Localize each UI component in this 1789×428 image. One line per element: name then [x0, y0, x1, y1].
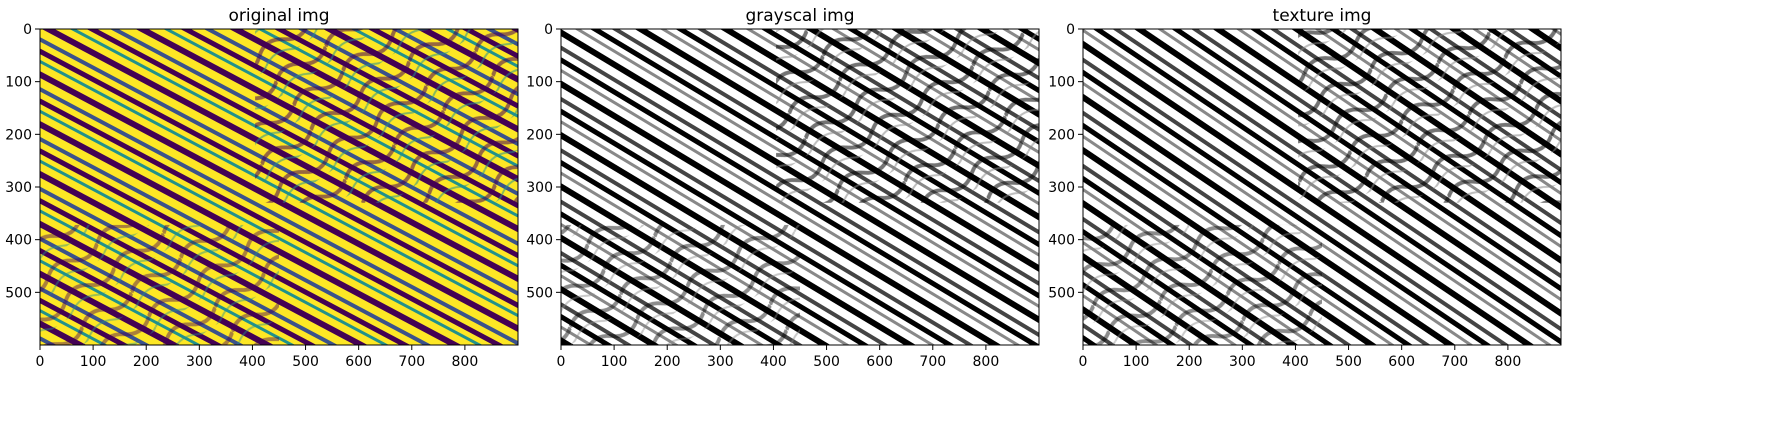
y-tick-label: 200: [1048, 127, 1075, 143]
y-tick-label: 100: [1048, 75, 1075, 91]
x-tick-label: 700: [919, 354, 946, 370]
x-tick-label: 600: [345, 354, 372, 370]
x-tick-label: 500: [813, 354, 840, 370]
x-tick-label: 400: [760, 354, 787, 370]
x-tick-label: 800: [1495, 354, 1522, 370]
y-tick-label: 200: [526, 127, 553, 143]
y-tick-label: 500: [5, 285, 32, 301]
x-tick-label: 0: [1079, 354, 1088, 370]
y-tick-label: 400: [1048, 233, 1075, 249]
x-tick-label: 800: [452, 354, 479, 370]
y-tick-label: 100: [526, 75, 553, 91]
x-tick-label: 500: [292, 354, 319, 370]
panel-title: grayscal img: [745, 6, 854, 26]
x-tick-label: 700: [1441, 354, 1468, 370]
x-tick-label: 200: [1176, 354, 1203, 370]
panel-2: grayscal img 0 100 200 300 400 500 600 700 800 0 10…: [526, 6, 1040, 370]
panel-title: texture img: [1273, 6, 1372, 26]
panel-1: original img 0 100 200 300 400 500 600 700 800 0 10…: [5, 6, 519, 370]
y-tick-label: 0: [1066, 22, 1075, 38]
image-area: [561, 29, 1039, 345]
x-tick-label: 600: [1388, 354, 1415, 370]
image-area: [40, 29, 518, 345]
y-tick-label: 400: [5, 233, 32, 249]
x-tick-label: 800: [973, 354, 1000, 370]
y-tick-label: 500: [1048, 285, 1075, 301]
y-tick-label: 400: [526, 233, 553, 249]
x-tick-label: 600: [866, 354, 893, 370]
x-tick-label: 100: [80, 354, 107, 370]
x-tick-label: 200: [654, 354, 681, 370]
x-tick-label: 200: [133, 354, 160, 370]
x-tick-label: 500: [1335, 354, 1362, 370]
x-tick-label: 400: [1282, 354, 1309, 370]
y-tick-label: 0: [23, 22, 32, 38]
x-tick-label: 0: [36, 354, 45, 370]
y-tick-label: 200: [5, 127, 32, 143]
image-area: [1083, 29, 1561, 345]
x-tick-label: 300: [1229, 354, 1256, 370]
x-tick-label: 700: [398, 354, 425, 370]
panel-title: original img: [228, 6, 329, 26]
x-tick-label: 400: [239, 354, 266, 370]
y-tick-label: 300: [5, 180, 32, 196]
panel-3: texture img 0 100 200 300 400 500 600 700 800 0 100…: [1048, 6, 1562, 370]
x-tick-label: 100: [601, 354, 628, 370]
x-tick-label: 100: [1123, 354, 1150, 370]
y-tick-label: 300: [526, 180, 553, 196]
y-tick-label: 300: [1048, 180, 1075, 196]
x-tick-label: 300: [186, 354, 213, 370]
x-tick-label: 300: [707, 354, 734, 370]
y-tick-label: 100: [5, 75, 32, 91]
y-tick-label: 0: [544, 22, 553, 38]
x-tick-label: 0: [557, 354, 566, 370]
y-tick-label: 500: [526, 285, 553, 301]
